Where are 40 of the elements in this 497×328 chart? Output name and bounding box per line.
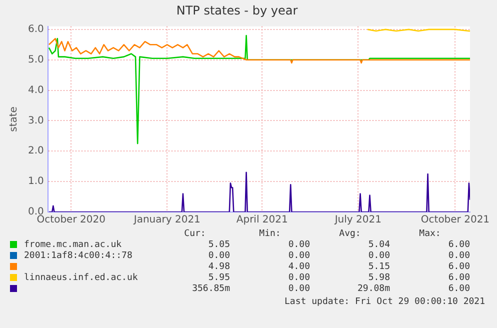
text: Last update: Fri Oct 29 00:00:10 2021 [284, 297, 485, 307]
text: 4.98 [207, 262, 230, 273]
legend-label: linnaeus.inf.ed.ac.uk [23, 273, 139, 284]
x-tick-label: July 2021 [334, 214, 382, 226]
chart-title: NTP states - by year [176, 3, 298, 18]
text: 356.85m [191, 284, 230, 295]
text: 0.00 [207, 251, 230, 262]
text: 0.00 [287, 240, 310, 251]
y-tick-label: 2.0 [28, 146, 44, 157]
text: Cur: [183, 229, 207, 240]
text: 4.00 [287, 262, 310, 273]
text: Min: [258, 229, 282, 240]
text: 5.15 [367, 262, 390, 273]
text: 5.98 [367, 273, 390, 284]
text: 5.04 [367, 240, 390, 251]
y-tick-label: 3.0 [28, 115, 44, 126]
legend-label: 2001:1af8:4c00:4::78 [23, 251, 134, 262]
text: 6.00 [447, 262, 470, 273]
legend-label: frome.mc.man.ac.uk [23, 240, 123, 251]
y-tick-label: 1.0 [28, 176, 44, 188]
text: 5.95 [207, 273, 230, 284]
y-tick-label: 4.0 [28, 84, 44, 96]
x-tick-label: April 2021 [236, 214, 288, 226]
text: 6.00 [447, 284, 470, 295]
text: 0.00 [287, 284, 310, 295]
text: 6.00 [447, 240, 470, 251]
text: 0.00 [367, 251, 390, 262]
text: 0.00 [447, 251, 470, 262]
text: 0.00 [287, 273, 310, 284]
text: Max: [418, 229, 442, 240]
text: Avg: [338, 229, 362, 240]
text: 0.00 [287, 251, 310, 262]
text: 5.05 [207, 240, 230, 251]
text: 6.00 [447, 273, 470, 284]
x-tick-label: January 2021 [132, 214, 200, 226]
x-tick-label: October 2021 [420, 214, 490, 226]
text: 29.08m [356, 284, 390, 295]
y-tick-label: 5.0 [28, 54, 44, 66]
y-tick-label: 6.0 [28, 24, 44, 36]
y-axis-title: state [8, 106, 20, 132]
